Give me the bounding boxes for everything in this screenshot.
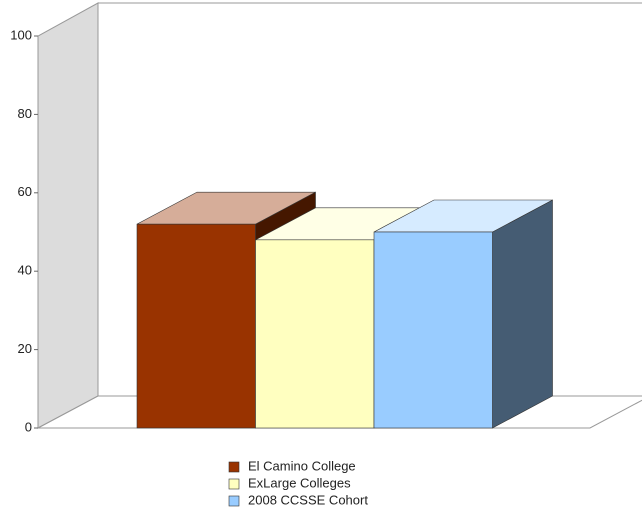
legend-swatch — [228, 461, 240, 473]
legend-label: El Camino College — [248, 458, 356, 473]
y-tick-label: 0 — [25, 419, 32, 434]
bar — [255, 239, 375, 429]
legend-label: 2008 CCSSE Cohort — [248, 492, 368, 507]
legend-label: ExLarge Colleges — [248, 475, 351, 490]
bar — [373, 231, 493, 429]
y-tick-label: 80 — [18, 106, 32, 121]
bar-side — [492, 199, 553, 429]
y-tick-label: 100 — [10, 27, 32, 42]
bar — [136, 223, 256, 429]
y-tick-label: 40 — [18, 263, 32, 278]
y-tick-label: 60 — [18, 184, 32, 199]
legend-swatch — [228, 495, 240, 507]
side-wall — [37, 2, 99, 429]
y-tick-label: 20 — [18, 341, 32, 356]
back-wall — [97, 2, 642, 396]
legend-swatch — [228, 478, 240, 490]
